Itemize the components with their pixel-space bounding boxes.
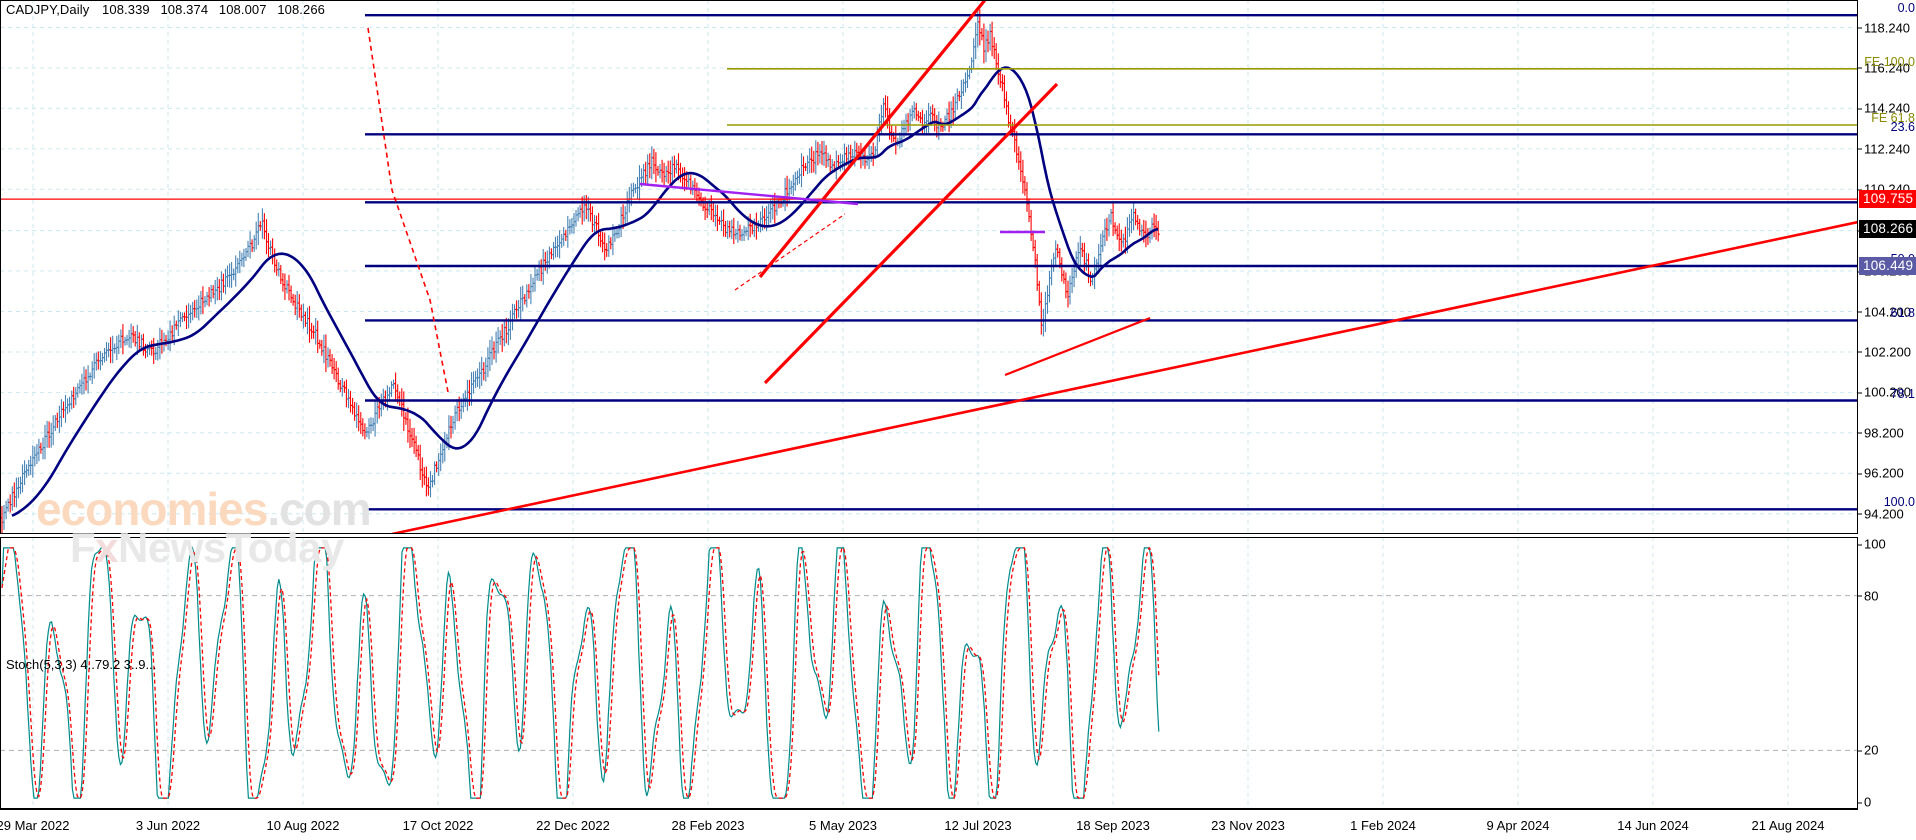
indicator-axis-tick: 80 (1857, 588, 1879, 604)
date-axis-label: 9 Apr 2024 (1486, 818, 1550, 833)
price-axis-tick: 118.240 (1857, 20, 1911, 35)
price-axis-tick: 114.240 (1857, 100, 1911, 116)
date-axis-label: 23 Nov 2023 (1211, 818, 1285, 833)
price-axis-tick: 96.200 (1858, 465, 1904, 481)
price-axis-tick: 100.200 (1858, 384, 1911, 400)
quote-high: 108.374 (160, 2, 209, 17)
date-axis-label: 3 Jun 2022 (135, 818, 201, 833)
date-axis-label: 14 Jun 2024 (1617, 818, 1689, 833)
date-axis-label: 1 Feb 2024 (1350, 818, 1416, 833)
indicator-axis[interactable]: 100 80 20 0 (1857, 536, 1916, 810)
resistance-trendline-upper (758, 0, 987, 279)
stochastic-d-line (1, 546, 1160, 800)
fib-expansion-caption-1: FE 61.8 (1871, 111, 1915, 125)
stochastic-k-line (1, 546, 1160, 799)
date-axis-label: 29 Mar 2022 (0, 818, 70, 833)
fib-level-caption-23-6: 23.6 (1890, 120, 1915, 135)
price-axis-tick: 104.200 (1858, 304, 1911, 319)
stochastic-name: Stoch(5,3,3) 4..79.2 3..9... (6, 657, 157, 672)
date-axis-label: 22 Dec 2022 (536, 818, 610, 833)
date-axis-label: 21 Aug 2024 (1751, 818, 1825, 833)
quote-low: 108.007 (218, 2, 267, 17)
resistance-trendline-lower (763, 82, 1059, 385)
price-bars (0, 9, 1160, 534)
symbol-quote-line: CADJPY,Daily 108.339 108.374 108.007 108… (6, 2, 332, 17)
date-axis-label: 17 Oct 2022 (402, 818, 474, 833)
date-axis[interactable]: 29 Mar 2022 3 Jun 2022 10 Aug 2022 17 Oct 2… (0, 809, 1858, 840)
bid-price-tag: 109.755 (1859, 190, 1916, 209)
date-axis-label: 10 Aug 2022 (266, 818, 340, 833)
price-chart-canvas[interactable] (0, 0, 1858, 534)
fib-50-price-tag: 106.449 (1859, 257, 1916, 275)
moving-average-line (11, 66, 1159, 517)
fib-expansion-caption-0: FE 100.0 (1864, 54, 1915, 69)
price-axis-tick: 116.240 (1857, 60, 1911, 76)
fib-level-caption-100-0: 100.0 (1883, 495, 1915, 510)
date-axis-label: 28 Feb 2023 (671, 818, 745, 833)
fib-guide-line (367, 27, 449, 393)
price-axis-tick: 112.240 (1857, 141, 1911, 157)
last-price-tag: 108.266 (1859, 220, 1916, 239)
date-axis-label: 5 May 2023 (809, 818, 877, 833)
symbol-timeframe-label: CADJPY,Daily (6, 2, 90, 17)
indicator-axis-tick: 0 (1857, 794, 1872, 810)
price-axis-tick: 94.200 (1858, 506, 1904, 522)
price-axis-tick: 98.200 (1858, 425, 1904, 441)
fib-level-caption-61-8: 61.8 (1890, 306, 1915, 321)
stochastic-label: Stoch(5,3,3) 4..79.2 3..9... (6, 657, 156, 672)
date-axis-label: 18 Sep 2023 (1076, 818, 1150, 833)
indicator-axis-tick: 20 (1857, 742, 1879, 758)
price-axis-tick: 102.200 (1858, 344, 1911, 360)
indicator-axis-tick: 100 (1858, 536, 1886, 552)
date-axis-label: 12 Jul 2023 (944, 818, 1012, 833)
wedge-guide-line (734, 213, 846, 291)
swing-low-trendline (1004, 316, 1151, 377)
fib-level-caption-0-0: 0.0 (1897, 1, 1915, 16)
fib-level-caption-78-1: 78.1 (1890, 386, 1915, 401)
ascending-support-trendline (391, 220, 1858, 534)
triangle-resistance-line (639, 182, 859, 206)
quote-close: 108.266 (277, 2, 326, 17)
quote-open: 108.339 (102, 2, 150, 17)
stochastic-chart-canvas[interactable] (0, 537, 1858, 809)
